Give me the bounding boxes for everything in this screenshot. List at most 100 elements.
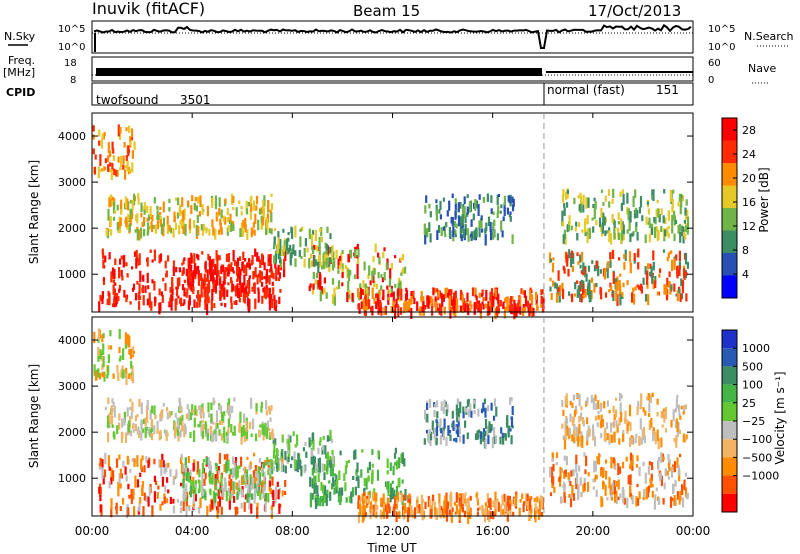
data-cell	[332, 454, 335, 464]
data-cell	[217, 479, 220, 484]
data-cell	[121, 275, 124, 281]
data-cell	[109, 216, 112, 227]
scatter-cells	[92, 124, 690, 320]
data-cell	[156, 220, 160, 229]
data-cell	[467, 512, 470, 524]
data-cell	[119, 506, 122, 512]
data-cell	[445, 436, 448, 447]
data-cell	[182, 489, 185, 502]
data-cell	[376, 504, 379, 511]
data-cell	[130, 214, 134, 220]
data-cell	[240, 222, 243, 234]
data-cell	[210, 413, 213, 423]
data-cell	[538, 498, 541, 511]
data-cell	[454, 233, 457, 238]
data-cell	[222, 414, 225, 423]
data-cell	[133, 141, 136, 150]
data-cell	[586, 417, 589, 425]
data-cell	[610, 497, 614, 501]
data-cell	[99, 457, 102, 467]
data-cell	[647, 294, 650, 306]
data-cell	[345, 497, 348, 503]
data-cell	[161, 501, 164, 506]
data-cell	[455, 492, 458, 503]
data-cell	[326, 226, 329, 233]
data-cell	[243, 432, 246, 443]
data-cell	[463, 303, 467, 312]
data-cell	[618, 438, 621, 445]
data-cell	[198, 300, 201, 308]
data-cell	[248, 464, 251, 471]
data-cell	[317, 473, 320, 482]
data-cell	[416, 301, 419, 311]
data-cell	[195, 266, 198, 275]
data-cell	[258, 472, 261, 485]
data-cell	[606, 267, 609, 279]
data-cell	[626, 419, 629, 424]
data-cell	[426, 295, 429, 301]
data-cell	[184, 489, 187, 499]
colorbar-tick-label: 20	[742, 172, 756, 185]
data-cell	[438, 303, 441, 315]
data-cell	[610, 434, 613, 443]
data-cell	[138, 502, 141, 512]
data-cell	[217, 501, 220, 513]
data-cell	[140, 431, 143, 441]
data-cell	[653, 217, 656, 223]
data-cell	[448, 509, 451, 516]
data-cell	[654, 276, 657, 285]
data-cell	[108, 168, 111, 173]
data-cell	[218, 405, 221, 410]
data-cell	[260, 406, 263, 413]
data-cell	[671, 214, 674, 224]
data-cell	[654, 494, 657, 501]
data-cell	[199, 420, 202, 428]
data-cell	[181, 262, 184, 266]
data-cell	[204, 262, 207, 270]
data-cell	[197, 226, 200, 236]
data-cell	[428, 500, 432, 508]
data-cell	[369, 511, 372, 520]
data-cell	[551, 457, 554, 462]
data-cell	[201, 204, 204, 215]
data-cell	[611, 213, 614, 224]
data-cell	[651, 227, 654, 235]
data-cell	[201, 226, 205, 236]
data-cell	[141, 285, 144, 294]
data-cell	[98, 140, 101, 146]
colorbar-swatch	[722, 275, 737, 298]
data-cell	[227, 488, 230, 496]
data-cell	[245, 431, 248, 439]
data-cell	[101, 459, 104, 471]
data-cell	[190, 252, 193, 264]
data-cell	[355, 469, 358, 476]
data-cell	[303, 248, 306, 257]
data-cell	[670, 420, 673, 428]
data-cell	[383, 272, 386, 281]
data-cell	[372, 256, 375, 263]
data-cell	[279, 267, 282, 271]
data-cell	[597, 453, 601, 465]
data-cell	[309, 476, 312, 487]
data-cell	[559, 467, 562, 479]
data-cell	[319, 496, 322, 503]
data-cell	[499, 300, 502, 307]
data-cell	[368, 461, 371, 471]
data-cell	[282, 245, 285, 252]
data-cell	[317, 467, 320, 473]
data-cell	[265, 410, 268, 416]
data-cell	[550, 466, 553, 476]
data-cell	[325, 292, 328, 299]
data-cell	[386, 458, 389, 469]
data-cell	[442, 226, 446, 231]
data-cell	[642, 407, 645, 413]
data-cell	[248, 486, 251, 498]
data-cell	[390, 293, 393, 298]
data-cell	[462, 411, 465, 419]
data-cell	[596, 456, 599, 465]
data-cell	[226, 430, 229, 442]
data-cell	[234, 506, 237, 516]
data-cell	[476, 498, 480, 506]
data-cell	[254, 465, 257, 474]
data-cell	[248, 275, 251, 279]
